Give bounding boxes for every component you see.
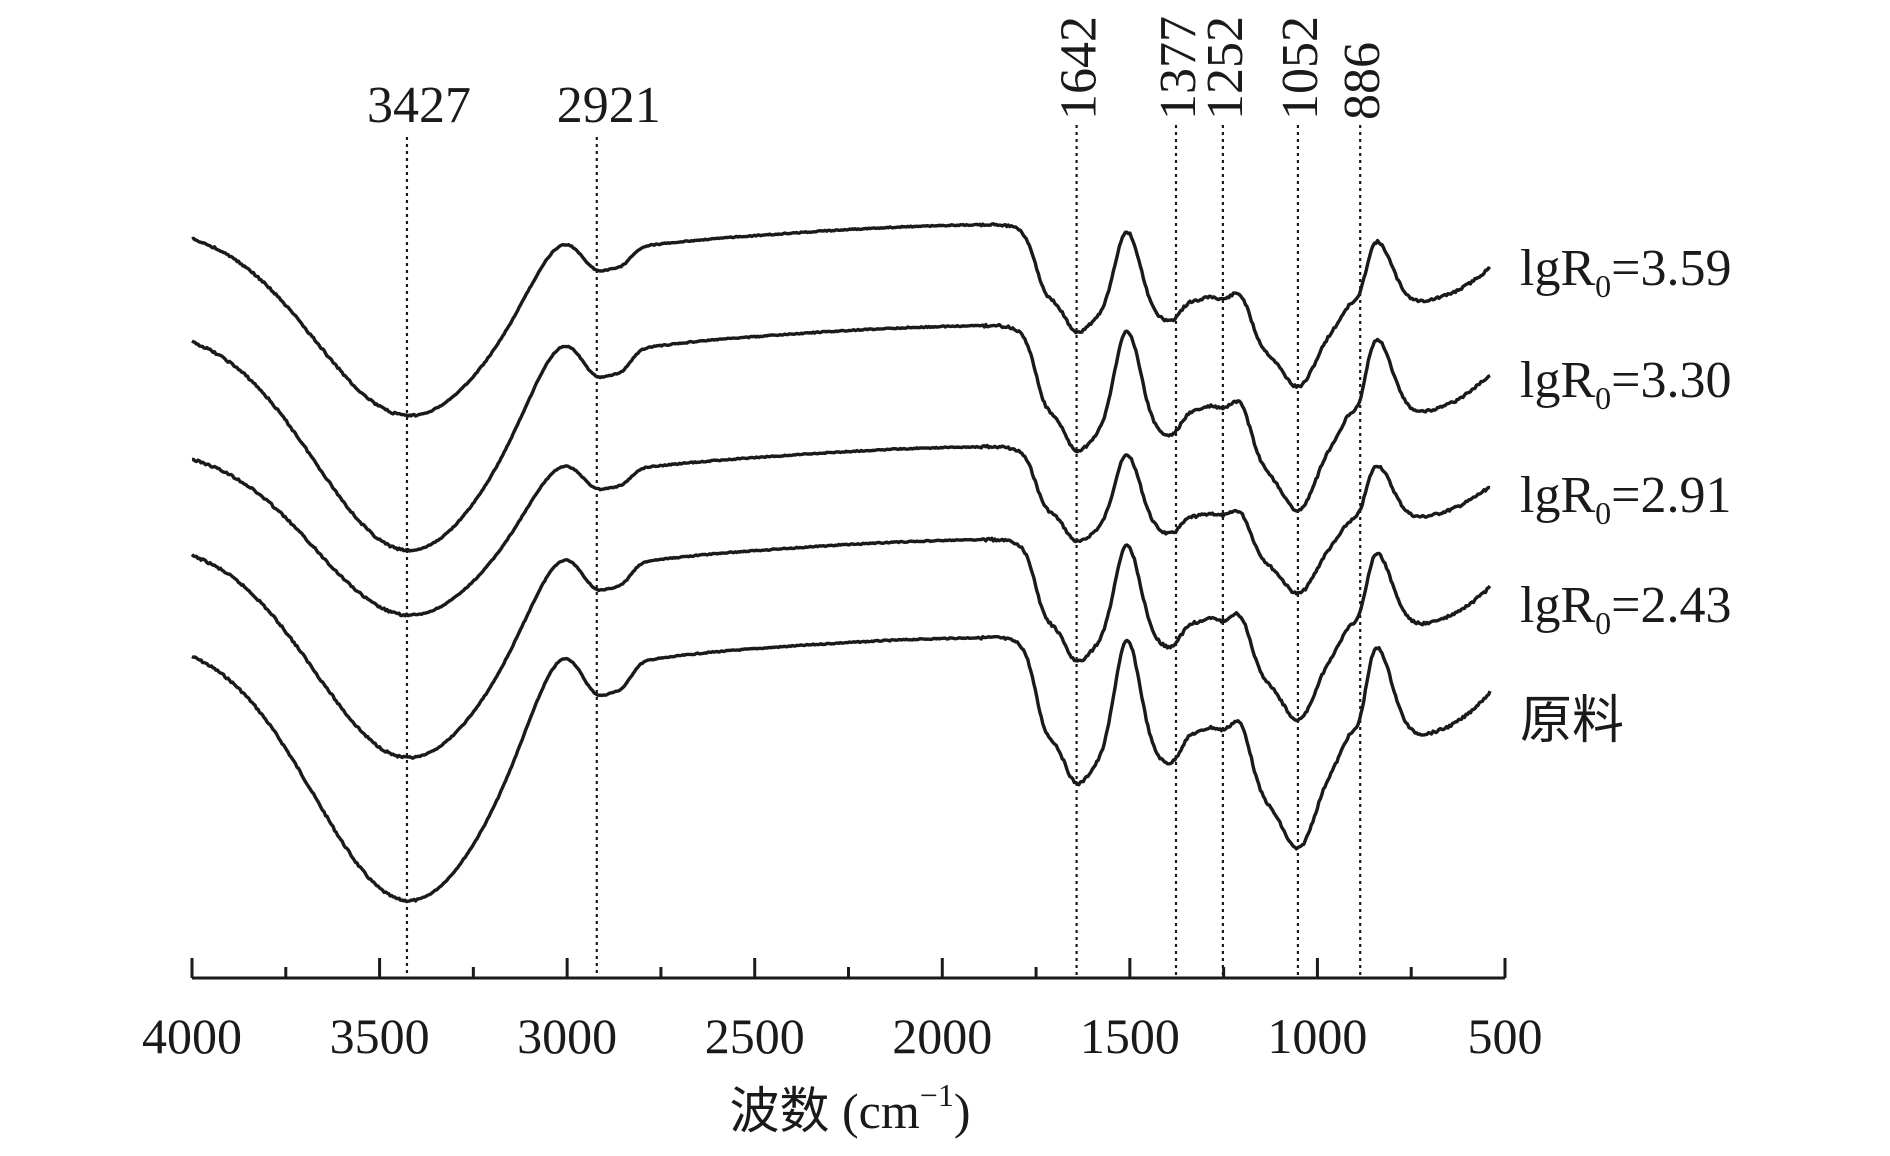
series-line-0	[191, 222, 1492, 418]
series-label-group: lgR0=3.59 lgR0=3.30 lgR0=2.91 lgR0=2.43 原料	[1520, 240, 1731, 750]
peak-label-2921: 2921	[557, 77, 661, 134]
series-label-1: lgR0=3.30	[1520, 352, 1731, 416]
peak-label-1377: 1377	[1150, 16, 1207, 120]
x-axis: 4000 3500 3000 2500 2000 1500 1000 500	[142, 958, 1543, 1064]
peak-label-3427: 3427	[367, 77, 471, 134]
x-tick-label-2000: 2000	[892, 1008, 992, 1064]
series-label-4: 原料	[1520, 693, 1624, 750]
x-tick-label-4000: 4000	[142, 1008, 242, 1064]
series-label-2: lgR0=2.91	[1520, 467, 1731, 531]
series-line-1	[191, 322, 1491, 553]
x-tick-label-1000: 1000	[1267, 1008, 1367, 1064]
x-tick-label-2500: 2500	[705, 1008, 805, 1064]
x-tick-label-3500: 3500	[330, 1008, 430, 1064]
peak-label-1642: 1642	[1051, 16, 1108, 120]
series-group	[190, 222, 1492, 904]
series-label-0: lgR0=3.59	[1520, 240, 1731, 304]
peak-reference-lines	[405, 125, 1362, 976]
peak-label-886: 886	[1334, 42, 1391, 120]
series-line-2	[191, 443, 1491, 618]
x-tick-label-500: 500	[1468, 1008, 1543, 1064]
x-tick-label-3000: 3000	[517, 1008, 617, 1064]
series-line-3	[190, 536, 1492, 760]
x-tick-label-1500: 1500	[1080, 1008, 1180, 1064]
series-line-4	[191, 635, 1492, 904]
series-label-3: lgR0=2.43	[1520, 577, 1731, 641]
peak-label-1252: 1252	[1197, 16, 1254, 120]
x-axis-title: 波数 (cm−1)	[730, 1077, 971, 1139]
peak-label-1052: 1052	[1272, 16, 1329, 120]
